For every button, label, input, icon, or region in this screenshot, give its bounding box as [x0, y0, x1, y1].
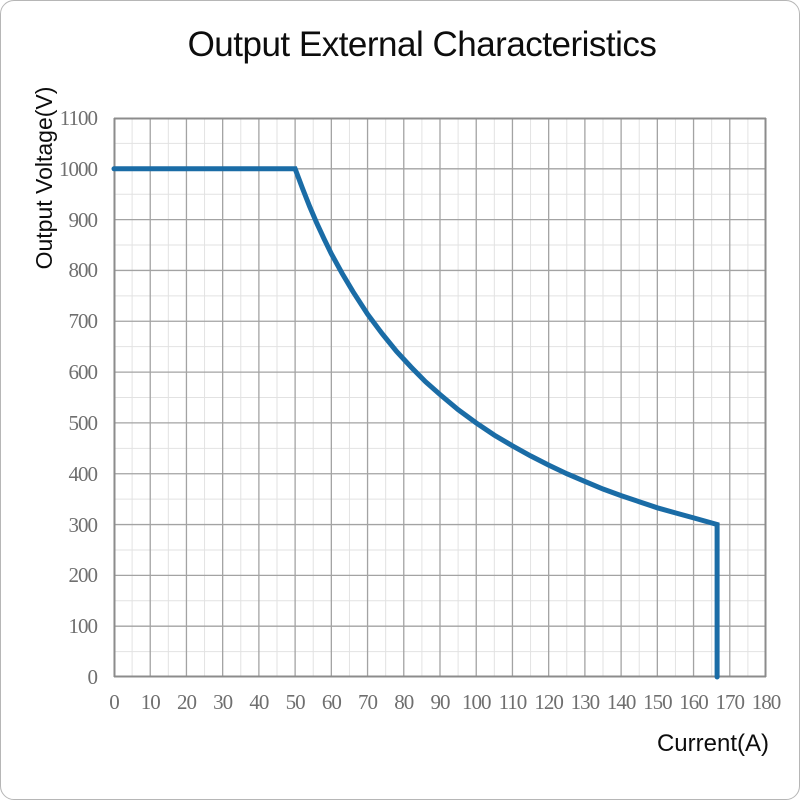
x-tick-label: 140 — [606, 690, 637, 714]
y-tick-label: 500 — [68, 410, 99, 435]
x-tick-label: 150 — [643, 690, 673, 714]
y-tick-label: 0 — [87, 665, 99, 689]
x-tick-label: 180 — [751, 690, 782, 714]
y-tick-label: 800 — [68, 258, 99, 283]
chart-title: Output External Characteristics — [187, 25, 657, 64]
y-tick-label: 1100 — [59, 106, 98, 130]
x-tick-label: 10 — [140, 690, 161, 714]
y-tick-label: 100 — [68, 614, 99, 639]
y-tick-label: 700 — [68, 309, 99, 334]
x-tick-label: 120 — [534, 690, 564, 714]
series-line — [111, 166, 720, 680]
x-tick-label: 100 — [461, 690, 492, 714]
x-tick-label: 90 — [430, 690, 451, 714]
x-tick-label: 70 — [358, 690, 378, 714]
y-tick-label: 900 — [68, 207, 99, 232]
x-tick-label: 130 — [570, 690, 601, 714]
x-tick-label: 30 — [213, 690, 233, 714]
x-tick-label: 50 — [285, 690, 306, 714]
x-axis-title: Current(A) — [656, 730, 769, 757]
plot-area — [111, 117, 767, 680]
x-tick-label: 40 — [249, 690, 269, 714]
x-tick-label: 160 — [679, 690, 709, 714]
x-tick-label: 60 — [321, 690, 342, 714]
x-tick-label: 110 — [498, 690, 528, 714]
y-tick-label: 200 — [68, 563, 99, 588]
x-tick-label: 80 — [394, 690, 414, 714]
plot-border — [114, 118, 766, 677]
x-tick-label: 20 — [176, 690, 197, 714]
y-tick-label: 300 — [68, 512, 99, 537]
x-tick-label: 0 — [109, 690, 120, 714]
y-tick-label: 400 — [68, 461, 99, 486]
y-tick-label: 1000 — [59, 156, 98, 181]
x-tick-label: 170 — [715, 690, 746, 714]
y-tick-label: 600 — [68, 360, 99, 385]
